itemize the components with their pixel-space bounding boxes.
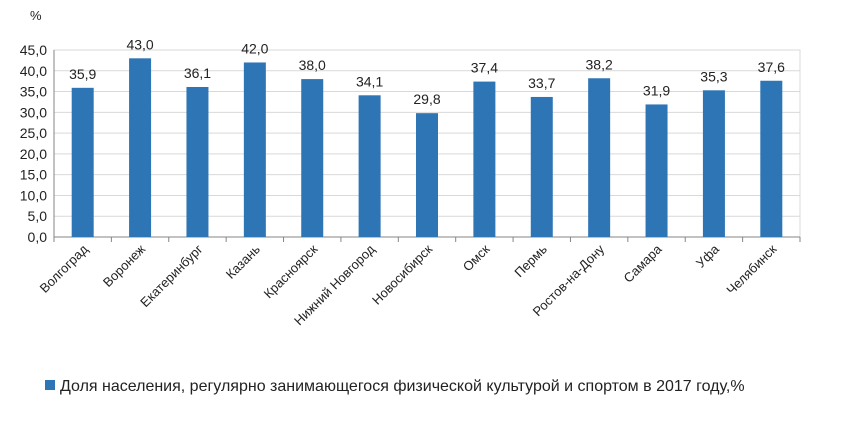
data-label: 35,9 [69,66,96,82]
x-tick-label: Омск [460,241,493,274]
bar [301,79,324,237]
y-tick-label: 10,0 [20,187,47,203]
x-tick-label: Воронеж [100,241,149,290]
y-tick-label: 30,0 [20,104,47,120]
data-label: 43,0 [126,36,153,52]
x-tick-label: Красноярск [261,241,321,301]
x-tick-label: Пермь [511,241,550,280]
bar [186,86,209,238]
bar-chart-svg: % 0,0 5,0 10,0 15,0 20,0 25,0 30,0 35,0 40,0 45,0 3… [20,8,801,328]
bar [645,104,668,237]
y-tick-label: 5,0 [28,208,48,224]
legend: Доля населения, регулярно занимающегося … [45,376,805,397]
bar [588,78,611,237]
x-tick-label: Самара [621,241,666,286]
x-tick-label: Уфа [693,241,723,271]
data-label: 29,8 [413,91,440,107]
y-tick-label: 25,0 [20,125,47,141]
data-label: 36,1 [184,65,211,81]
y-tick-label: 35,0 [20,84,47,100]
y-tick-label: 45,0 [20,42,47,58]
y-tick-label: 20,0 [20,146,47,162]
y-tick-label: 40,0 [20,63,47,79]
legend-swatch [45,380,55,390]
data-label: 35,3 [700,68,727,84]
bar [71,87,94,237]
x-tick-label: Волгоград [37,241,92,296]
y-unit-label: % [30,8,42,23]
bar [473,81,496,238]
legend-label: Доля населения, регулярно занимающегося … [60,378,745,395]
bar [416,113,438,237]
data-label: 34,1 [356,73,383,89]
bar [702,90,725,237]
x-tick-label: Казань [223,241,263,281]
data-label: 31,9 [643,82,670,98]
bar [243,62,266,237]
data-label: 42,0 [241,40,268,56]
bar [760,80,783,237]
bar [129,58,152,237]
data-label: 38,2 [586,56,613,72]
data-label: 37,4 [471,60,498,76]
bar [358,95,381,237]
data-label: 38,0 [299,57,326,73]
y-tick-label: 0,0 [28,229,48,245]
data-label: 37,6 [758,59,785,75]
data-label: 33,7 [528,75,555,91]
bar [530,96,553,237]
x-tick-label: Челябинск [723,241,779,297]
x-tick-label: Новосибирск [369,241,435,307]
y-tick-label: 15,0 [20,167,47,183]
